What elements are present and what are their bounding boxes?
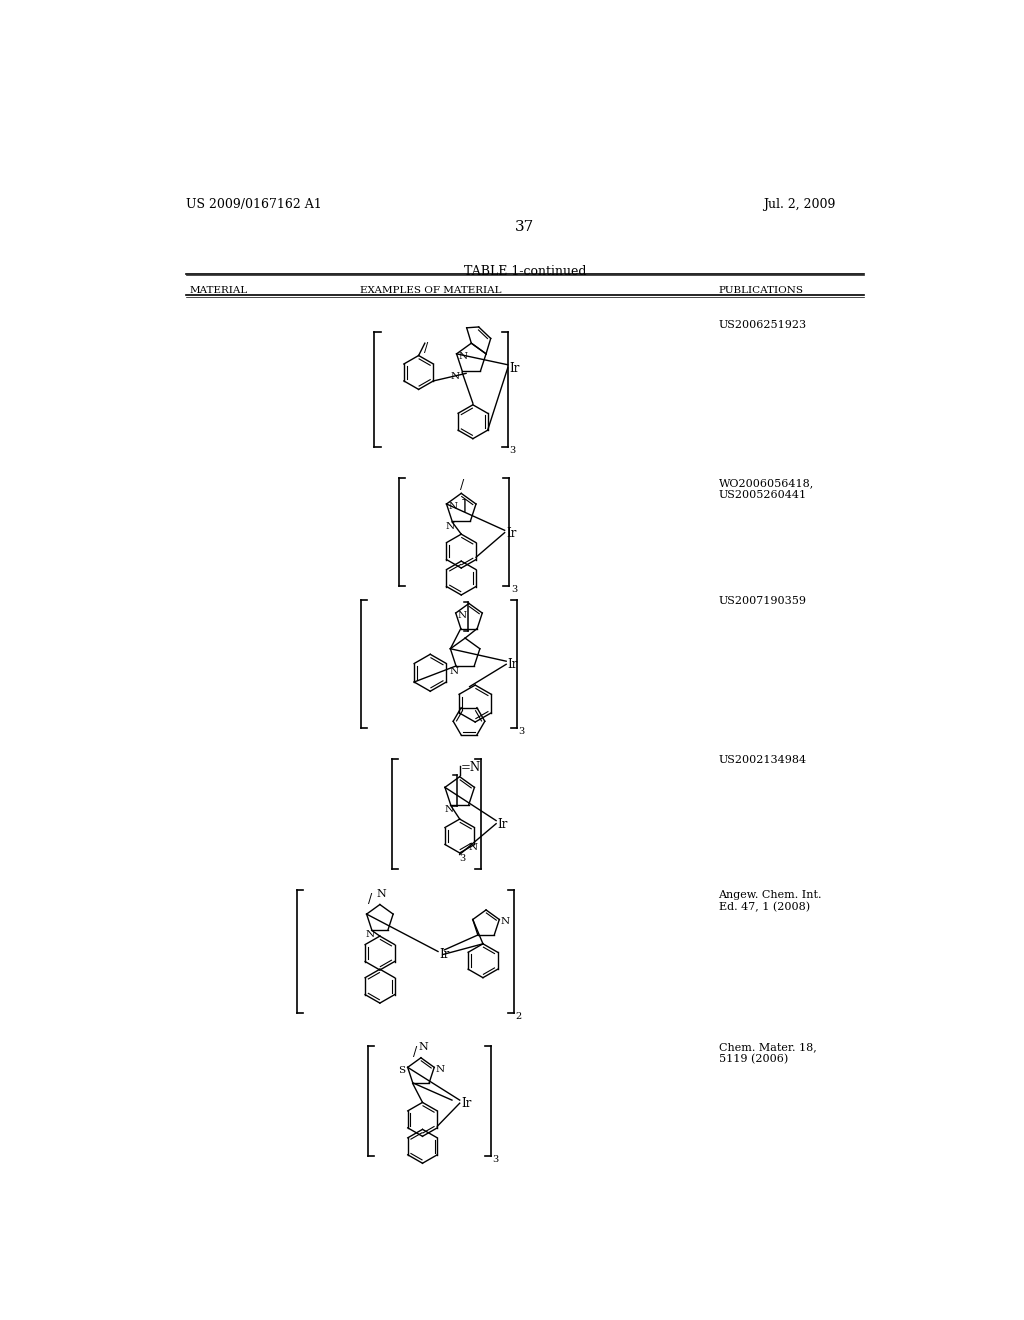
Text: =N: =N	[461, 762, 481, 775]
Text: N: N	[366, 931, 375, 940]
Text: Chem. Mater. 18,
5119 (2006): Chem. Mater. 18, 5119 (2006)	[719, 1043, 816, 1064]
Text: N: N	[449, 502, 457, 511]
Text: EXAMPLES OF MATERIAL: EXAMPLES OF MATERIAL	[359, 286, 501, 296]
Text: US2007190359: US2007190359	[719, 595, 807, 606]
Text: PUBLICATIONS: PUBLICATIONS	[719, 286, 804, 296]
Text: US2006251923: US2006251923	[719, 321, 807, 330]
Text: N: N	[458, 351, 467, 360]
Text: ]: ]	[461, 498, 466, 512]
Text: Ir: Ir	[461, 1097, 472, 1110]
Text: 3: 3	[460, 854, 466, 863]
Text: 2: 2	[515, 1011, 522, 1020]
Text: /: /	[414, 1047, 418, 1059]
Text: S: S	[398, 1065, 406, 1074]
Text: N: N	[468, 843, 477, 851]
Text: US 2009/0167162 A1: US 2009/0167162 A1	[186, 198, 322, 211]
Text: WO2006056418,
US2005260441: WO2006056418, US2005260441	[719, 478, 814, 499]
Text: Ir: Ir	[509, 362, 519, 375]
Text: N: N	[445, 521, 455, 531]
Text: TABLE 1-continued: TABLE 1-continued	[464, 264, 586, 277]
Text: Ir: Ir	[439, 949, 450, 961]
Text: Ir: Ir	[506, 527, 516, 540]
Text: Ir: Ir	[498, 817, 508, 830]
Text: N: N	[444, 805, 454, 814]
Text: Angew. Chem. Int.
Ed. 47, 1 (2008): Angew. Chem. Int. Ed. 47, 1 (2008)	[719, 890, 822, 912]
Text: 3: 3	[511, 585, 517, 594]
Text: N: N	[419, 1043, 428, 1052]
Text: /: /	[460, 479, 464, 492]
Text: N: N	[501, 917, 510, 927]
Text: /: /	[369, 892, 373, 906]
Text: Ir: Ir	[508, 659, 518, 671]
Text: US2002134984: US2002134984	[719, 755, 807, 766]
Text: N: N	[376, 890, 386, 899]
Text: /: /	[424, 342, 428, 355]
Text: 3: 3	[518, 726, 525, 735]
Text: 3: 3	[509, 446, 515, 455]
Text: 37: 37	[515, 220, 535, 234]
Text: N: N	[436, 1065, 444, 1074]
Text: MATERIAL: MATERIAL	[190, 286, 248, 296]
Text: N: N	[458, 611, 466, 619]
Text: N: N	[450, 667, 459, 676]
Text: 3: 3	[493, 1155, 499, 1164]
Text: Jul. 2, 2009: Jul. 2, 2009	[764, 198, 836, 211]
Text: N: N	[451, 372, 460, 381]
